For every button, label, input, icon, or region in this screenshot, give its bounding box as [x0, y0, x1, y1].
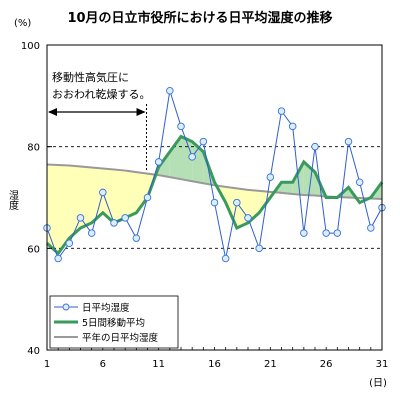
daily-humidity-point: [166, 86, 174, 95]
below-normal-fill: [136, 172, 148, 213]
daily-humidity-point: [344, 137, 353, 146]
dry-period-annotation: 移動性高気圧に おおわれ乾燥する。: [48, 68, 151, 104]
below-normal-fill: [58, 164, 70, 254]
x-tick-label: 6: [100, 359, 106, 370]
below-normal-fill: [114, 169, 126, 223]
daily-humidity-point: [288, 122, 297, 131]
daily-humidity-point: [99, 188, 107, 197]
y-tick-label: 80: [27, 143, 40, 154]
legend-label: 日平均湿度: [82, 302, 130, 314]
daily-humidity-point: [210, 198, 219, 207]
daily-humidity-point: [333, 229, 342, 237]
below-normal-fill: [69, 165, 81, 239]
y-tick-label: 100: [21, 41, 40, 52]
x-tick-label: 1: [44, 359, 50, 370]
y-axis-label: 湿度: [7, 190, 19, 211]
x-tick-label: 26: [320, 359, 333, 370]
y-tick-label: 40: [27, 346, 40, 357]
daily-humidity-point: [233, 198, 241, 207]
legend-label: 5日間移動平均: [82, 317, 145, 329]
daily-humidity-point: [87, 229, 96, 237]
daily-humidity-point: [266, 173, 275, 181]
x-unit-label: (日): [369, 378, 387, 389]
below-normal-fill: [47, 164, 59, 254]
daily-humidity-point: [277, 107, 286, 115]
moving-average-line: [45, 134, 384, 256]
annotation-arrow-head-left: [48, 108, 57, 116]
daily-humidity-point: [121, 214, 129, 222]
legend-label: 平年の日平均湿度: [82, 332, 159, 344]
x-tick-label: 21: [264, 359, 277, 370]
daily-humidity-point: [322, 229, 330, 237]
above-normal-fill: [192, 141, 204, 184]
daily-humidity-point: [367, 224, 375, 232]
daily-humidity-point: [188, 153, 196, 161]
below-normal-fill: [80, 166, 92, 228]
annotation-box: [48, 68, 151, 104]
x-tick-label: 11: [152, 359, 165, 370]
above-normal-fill: [181, 136, 193, 182]
daily-humidity-point: [154, 158, 163, 166]
x-tick-label: 31: [376, 359, 389, 370]
daily-humidity-point: [244, 214, 252, 222]
chart-title: 10月の日立市役所における日平均湿度の推移: [67, 10, 332, 26]
daily-humidity-point: [311, 142, 319, 151]
below-normal-fill: [91, 167, 103, 223]
daily-humidity-point: [110, 219, 118, 227]
annotation-line-2: おおわれ乾燥する。: [52, 88, 150, 101]
above-normal-fill: [169, 136, 181, 180]
annotation-line-1: 移動性高気圧に: [52, 70, 129, 84]
daily-humidity-point: [177, 122, 185, 131]
above-normal-fill: [158, 151, 170, 178]
below-normal-fill: [102, 168, 114, 223]
daily-humidity-point: [300, 229, 308, 237]
y-tick-label: 60: [27, 244, 40, 255]
daily-humidity-point: [143, 193, 152, 202]
daily-humidity-point: [199, 137, 208, 146]
above-normal-fill: [281, 182, 293, 194]
daily-humidity-point: [76, 214, 85, 222]
legend-marker: [62, 303, 70, 311]
daily-humidity-point: [65, 239, 74, 247]
daily-humidity-point: [221, 254, 230, 263]
x-tick-label: 16: [208, 359, 221, 370]
below-normal-fill: [125, 170, 137, 218]
daily-humidity-point: [355, 178, 364, 186]
daily-humidity-point: [132, 234, 141, 242]
annotation-arrow-head-right: [136, 108, 146, 116]
y-unit-label: (%): [14, 18, 31, 29]
daily-humidity-point: [54, 254, 62, 263]
plot-area: [43, 44, 386, 351]
daily-humidity-point: [255, 244, 263, 253]
